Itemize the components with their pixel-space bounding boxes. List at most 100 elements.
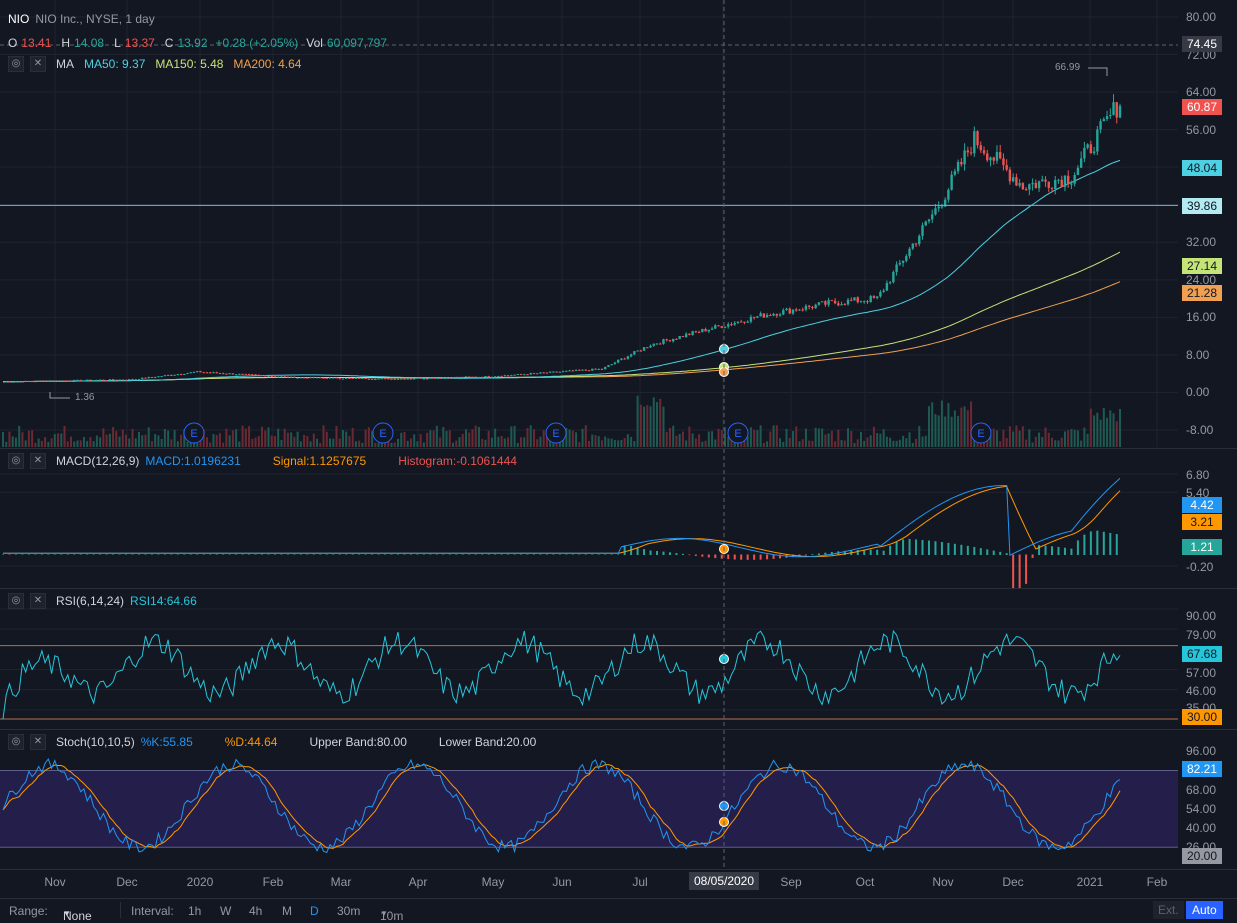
macd-pane[interactable]: ◎ ✕ MACD(12,26,9) MACD:1.0196231 Signal:… — [0, 448, 1237, 588]
candle-body — [1034, 182, 1038, 189]
volume-bar — [837, 429, 840, 447]
volume-bar — [458, 437, 461, 447]
histogram-bar — [47, 554, 50, 555]
candle-body — [1092, 151, 1096, 154]
histogram-bar — [947, 542, 950, 555]
candle-body — [1008, 169, 1012, 182]
price-scale-tick: 32.00 — [1186, 235, 1217, 250]
volume-bar — [264, 430, 267, 447]
candle-body — [510, 375, 513, 377]
close-icon[interactable]: ✕ — [30, 593, 46, 609]
candle-body — [147, 376, 150, 379]
volume-bar — [95, 435, 98, 447]
volume-bar — [630, 436, 633, 447]
candle-body — [1118, 105, 1122, 118]
toolbar-divider — [120, 902, 121, 918]
earnings-marker-label: E — [552, 428, 559, 440]
volume-bar — [973, 439, 976, 447]
close-icon[interactable]: ✕ — [30, 453, 46, 469]
main-price-pane[interactable]: E E E E E NIO NIO Inc., NYSE, 1 day O 13.41 H… — [0, 0, 1237, 447]
histogram-bar — [280, 554, 283, 555]
candle-body — [8, 381, 11, 383]
histogram-bar — [1109, 532, 1112, 555]
time-axis[interactable]: Nov Dec 2020 Feb Mar Apr May Jun Jul 08/05/2020 Se… — [0, 869, 1237, 898]
rsi-pane[interactable]: ◎ ✕ RSI(6,14,24) RSI14:64.66 90.00 79.00… — [0, 588, 1237, 729]
volume-bar — [532, 429, 535, 447]
ext-button[interactable]: Ext. — [1153, 901, 1184, 919]
rsi-chart[interactable] — [0, 589, 1237, 729]
candle-body — [824, 301, 827, 305]
candle-body — [791, 309, 795, 314]
histogram-bar — [804, 554, 807, 556]
histogram-bar — [137, 554, 140, 555]
volume-bar — [905, 438, 908, 447]
candle-body — [196, 371, 199, 373]
settings-icon[interactable]: ◎ — [8, 453, 24, 469]
volume-bar — [817, 428, 820, 447]
volume-bar — [927, 406, 930, 447]
interval-m[interactable]: M — [282, 904, 292, 918]
stoch-pane[interactable]: ◎ ✕ Stoch(10,10,5) %K:55.85 %D:44.64 Upp… — [0, 729, 1237, 869]
close-icon[interactable]: ✕ — [30, 734, 46, 750]
volume-bar — [992, 428, 995, 447]
ma50-value: MA50: 9.37 — [84, 57, 146, 71]
candle-body — [24, 380, 27, 382]
interval-4h[interactable]: 4h — [249, 904, 263, 918]
settings-icon[interactable]: ◎ — [8, 56, 24, 72]
stoch-chart[interactable] — [0, 730, 1237, 869]
volume-bar — [672, 425, 675, 447]
volume-bar — [374, 442, 377, 447]
volume-bar — [341, 429, 344, 447]
candle-body — [105, 380, 108, 382]
candle-body — [937, 206, 940, 209]
candle-body — [526, 374, 529, 376]
candle-body — [1079, 158, 1083, 168]
volume-bar — [610, 438, 613, 447]
symbol-ticker[interactable]: NIO — [8, 12, 30, 26]
volume-bar — [57, 433, 60, 447]
volume-bar — [859, 431, 862, 447]
histogram-bar — [895, 541, 898, 555]
volume-bar — [617, 440, 620, 447]
histogram-bar — [571, 554, 574, 555]
close-icon[interactable]: ✕ — [30, 56, 46, 72]
candle-body — [966, 150, 970, 153]
volume-bar — [1073, 429, 1076, 447]
volume-bar — [14, 437, 17, 447]
candle-body — [322, 377, 325, 379]
candle-body — [186, 373, 189, 375]
candle-body — [312, 377, 316, 379]
interval-d[interactable]: D — [310, 904, 319, 918]
volume-label: Vol — [306, 36, 323, 50]
candle-body — [762, 313, 766, 318]
candle-body — [743, 321, 746, 323]
candle-body — [367, 378, 371, 380]
volume-bar — [934, 414, 937, 447]
histogram-bar — [144, 554, 147, 555]
interval-30m[interactable]: 30m — [337, 904, 361, 918]
histogram-bar — [60, 554, 63, 555]
price-scale-tick: 0.00 — [1186, 385, 1210, 400]
interval-1h[interactable]: 1h — [188, 904, 202, 918]
volume-bar — [762, 442, 765, 447]
histogram-bar — [1025, 554, 1028, 584]
earnings-marker — [183, 422, 205, 444]
candle-body — [30, 381, 34, 383]
candle-body — [487, 376, 490, 378]
candle-body — [672, 338, 675, 342]
auto-button[interactable]: Auto — [1186, 901, 1223, 919]
volume-bar — [707, 431, 710, 447]
candle-body — [76, 379, 79, 381]
interval-w[interactable]: W — [220, 904, 232, 918]
settings-icon[interactable]: ◎ — [8, 734, 24, 750]
volume-bar — [455, 440, 458, 447]
volume-bar — [325, 431, 328, 447]
volume-bar — [597, 436, 600, 447]
macd-chart[interactable] — [0, 449, 1237, 588]
candle-body — [69, 380, 73, 382]
volume-bar — [439, 437, 442, 447]
volume-bar — [885, 436, 888, 447]
stoch-label: Stoch(10,10,5) — [56, 735, 135, 749]
settings-icon[interactable]: ◎ — [8, 593, 24, 609]
